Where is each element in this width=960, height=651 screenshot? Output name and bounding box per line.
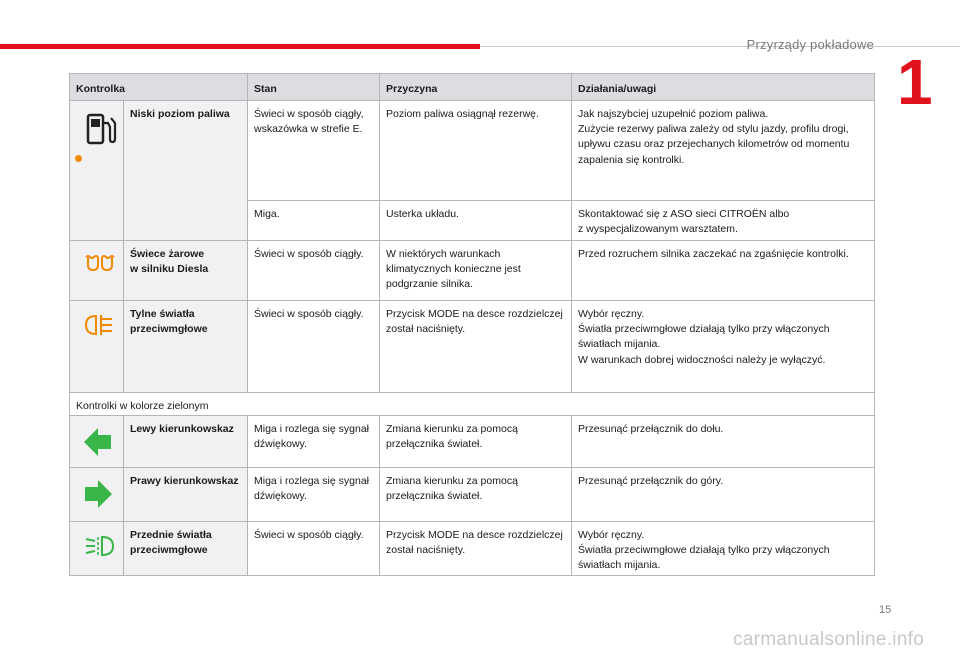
lamp-cause: Usterka układu. <box>379 200 573 241</box>
lamp-state: Świeci w sposób ciągły. <box>247 240 381 301</box>
lamp-action: Przesunąć przełącznik do góry. <box>571 467 876 522</box>
lamp-cause: Zmiana kierunku za pomocą przełącznika ś… <box>379 467 573 522</box>
lamp-state: Miga i rozlega się sygnał dźwiękowy. <box>247 415 381 468</box>
lamp-state: Miga i rozlega się sygnał dźwiękowy. <box>247 467 381 522</box>
column-header: Stan <box>247 73 381 101</box>
lamp-cause: Poziom paliwa osiągnął rezerwę. <box>379 100 573 201</box>
table-row: Świece żarowe w silniku Diesla Świeci w … <box>69 240 876 301</box>
lamp-name: Lewy kierunkowskaz <box>122 415 249 468</box>
amber-indicator-dot <box>75 155 82 162</box>
lamp-action: Przesunąć przełącznik do dołu. <box>571 415 876 468</box>
lamp-icon-cell <box>69 521 124 576</box>
lamp-cause: Przycisk MODE na desce rozdzielczej zost… <box>379 521 573 576</box>
lamp-icon-cell <box>69 300 124 393</box>
table-header-row: Kontrolka Stan Przyczyna Działania/uwagi <box>68 73 876 101</box>
chapter-number: 1 <box>897 46 933 118</box>
table-row: Lewy kierunkowskaz Miga i rozlega się sy… <box>69 415 876 468</box>
lamp-cause: W niektórych warunkach klimatycznych kon… <box>379 240 573 301</box>
column-header: Przyczyna <box>379 73 573 101</box>
right-arrow-icon <box>84 478 112 515</box>
left-arrow-icon <box>84 426 112 463</box>
header-red-bar <box>0 44 480 49</box>
lamp-name: Tylne światła przeciwmgłowe <box>122 300 249 393</box>
lamp-name: Przednie światła przeciwmgłowe <box>122 521 249 576</box>
watermark: carmanualsonline.info <box>733 629 925 650</box>
table-row: Miga. Usterka układu. Skontaktować się z… <box>70 200 876 241</box>
warning-lights-table: Kontrolka Stan Przyczyna Działania/uwagi… <box>68 73 876 576</box>
lamp-icon-cell <box>69 100 124 241</box>
lamp-action: Skontaktować się z ASO sieci CITROËN alb… <box>571 200 876 241</box>
lamp-action: Jak najszybciej uzupełnić poziom paliwa.… <box>571 100 876 201</box>
subsection-row: Kontrolki w kolorze zielonym <box>68 392 876 416</box>
lamp-name: Prawy kierunkowskaz <box>122 467 249 522</box>
lamp-state: Świeci w sposób ciągły, wskazówka w stre… <box>247 100 381 201</box>
lamp-icon-cell <box>69 240 124 301</box>
lamp-state: Świeci w sposób ciągły. <box>247 300 381 393</box>
lamp-cause: Zmiana kierunku za pomocą przełącznika ś… <box>379 415 573 468</box>
lamp-name: Świece żarowe w silniku Diesla <box>122 240 249 301</box>
glow-plug-icon <box>84 253 116 278</box>
column-header: Działania/uwagi <box>571 73 876 101</box>
section-title: Przyrządy pokładowe <box>746 37 874 52</box>
table-row: Przednie światła przeciwmgłowe Świeci w … <box>69 521 876 576</box>
rear-fog-light-icon <box>84 313 116 342</box>
page-number: 15 <box>879 604 892 616</box>
lamp-icon-cell <box>69 415 124 468</box>
lamp-state: Miga. <box>247 200 381 241</box>
lamp-cause: Przycisk MODE na desce rozdzielczej zost… <box>379 300 573 393</box>
fuel-pump-icon <box>84 111 120 152</box>
lamp-name: Niski poziom paliwa <box>122 100 249 241</box>
lamp-icon-cell <box>69 467 124 522</box>
front-fog-light-icon <box>84 534 116 563</box>
lamp-action: Wybór ręczny. Światła przeciwmgłowe dzia… <box>571 521 876 576</box>
subsection-title: Kontrolki w kolorze zielonym <box>68 392 876 416</box>
lamp-state: Świeci w sposób ciągły. <box>247 521 381 576</box>
table-row: Tylne światła przeciwmgłowe Świeci w spo… <box>69 300 876 393</box>
table-row: Prawy kierunkowskaz Miga i rozlega się s… <box>69 467 876 522</box>
lamp-action: Przed rozruchem silnika zaczekać na zgaś… <box>571 240 876 301</box>
column-header: Kontrolka <box>68 73 249 101</box>
table-row: Niski poziom paliwa Świeci w sposób ciąg… <box>69 100 876 241</box>
header-divider <box>480 46 960 47</box>
lamp-action: Wybór ręczny. Światła przeciwmgłowe dzia… <box>571 300 876 393</box>
